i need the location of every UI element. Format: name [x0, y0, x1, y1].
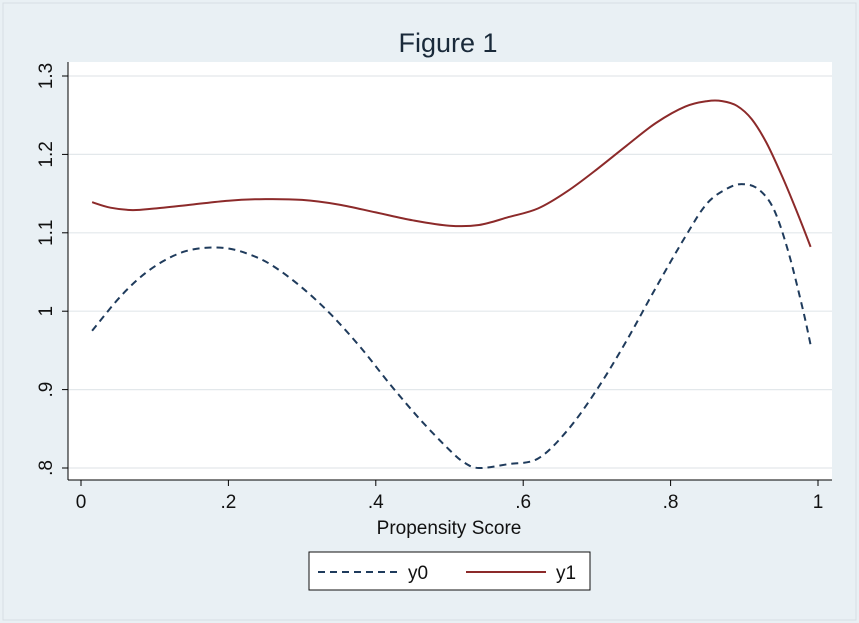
y-tick-label-3: 1.1 — [36, 220, 57, 246]
y-tick-label-1: .9 — [36, 382, 57, 398]
x-tick-label-1: .2 — [220, 492, 236, 513]
series-layer — [91, 99, 812, 470]
y-tick-label-5: 1.3 — [36, 63, 57, 89]
plot-area — [68, 62, 832, 480]
series-line-y1 — [91, 99, 812, 248]
legend-label-y0: y0 — [408, 563, 428, 584]
x-tick-label-4: .8 — [663, 492, 679, 513]
legend-label-y1: y1 — [556, 563, 576, 584]
x-axis-title: Propensity Score — [377, 518, 522, 539]
series-line-y0 — [91, 183, 812, 470]
x-tick-label-0: 0 — [76, 492, 87, 513]
x-axis-ticks: 0 .2 .4 .6 .8 1 — [76, 480, 824, 513]
legend-box — [308, 551, 591, 591]
x-tick-label-3: .6 — [515, 492, 531, 513]
y-axis-ticks: .8 .9 1 1.1 1.2 1.3 — [36, 63, 68, 476]
y-tick-label-0: .8 — [36, 460, 57, 476]
y-tick-label-4: 1.2 — [36, 141, 57, 167]
chart-title: Figure 1 — [398, 28, 497, 58]
x-tick-label-5: 1 — [813, 492, 824, 513]
y-tick-label-2: 1 — [36, 306, 57, 317]
x-tick-label-2: .4 — [368, 492, 384, 513]
legend: y0 y1 — [308, 551, 591, 591]
grid-lines — [68, 75, 832, 469]
